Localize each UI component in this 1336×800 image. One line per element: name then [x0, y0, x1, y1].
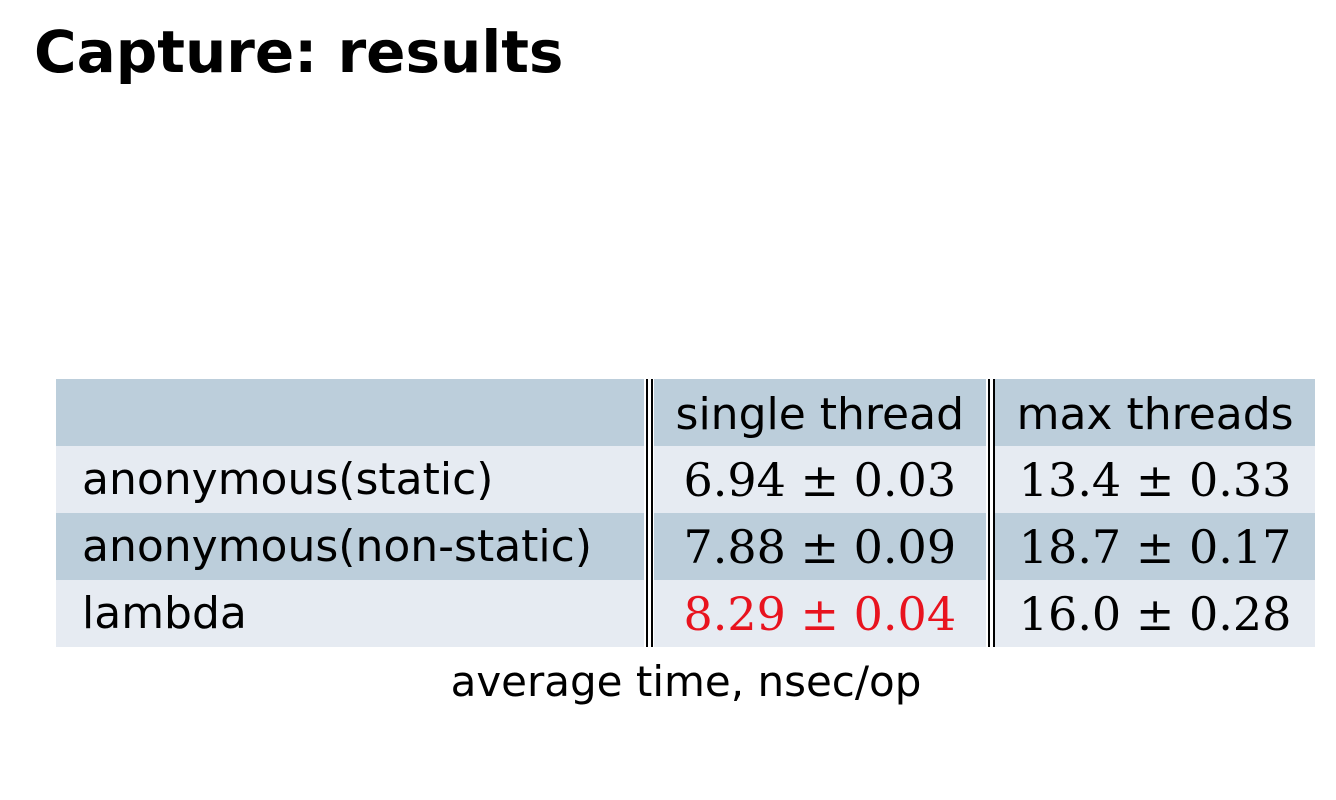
- double-rule-divider: [644, 580, 654, 647]
- double-rule-divider: [985, 580, 996, 647]
- double-rule-divider: [644, 379, 654, 446]
- results-table: single thread max threads anonymous(stat…: [56, 379, 1315, 647]
- table-caption: average time, nsec/op: [450, 657, 922, 706]
- double-rule-divider: [985, 379, 996, 446]
- header-max-threads: max threads: [995, 379, 1315, 446]
- single-thread-value: 6.94 ± 0.03: [653, 446, 986, 513]
- max-threads-value: 18.7 ± 0.17: [995, 513, 1315, 580]
- slide-title: Capture: results: [34, 18, 564, 86]
- header-row-label: [56, 379, 645, 446]
- double-rule-divider: [985, 446, 996, 513]
- table-header-row: single thread max threads: [56, 379, 1315, 446]
- single-thread-value: 8.29 ± 0.04: [653, 580, 986, 647]
- header-single-thread-label: single thread: [675, 388, 965, 440]
- max-threads-value: 16.0 ± 0.28: [995, 580, 1315, 647]
- row-label: anonymous(static): [56, 446, 645, 513]
- single-thread-value: 7.88 ± 0.09: [653, 513, 986, 580]
- row-label: anonymous(non-static): [56, 513, 645, 580]
- header-max-threads-label: max threads: [1016, 388, 1294, 440]
- double-rule-divider: [985, 513, 996, 580]
- header-single-thread: single thread: [653, 379, 986, 446]
- row-label: lambda: [56, 580, 645, 647]
- max-threads-value: 13.4 ± 0.33: [995, 446, 1315, 513]
- table-row: lambda 8.29 ± 0.04 16.0 ± 0.28: [56, 580, 1315, 647]
- table-row: anonymous(non-static) 7.88 ± 0.09 18.7 ±…: [56, 513, 1315, 580]
- double-rule-divider: [644, 446, 654, 513]
- table-row: anonymous(static) 6.94 ± 0.03 13.4 ± 0.3…: [56, 446, 1315, 513]
- double-rule-divider: [644, 513, 654, 580]
